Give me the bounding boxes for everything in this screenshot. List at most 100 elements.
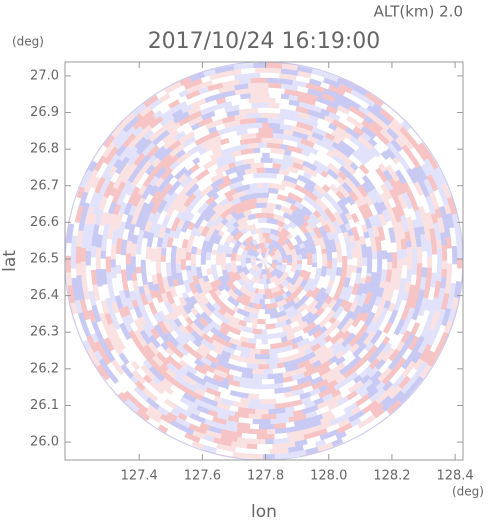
echo-arc <box>344 393 363 408</box>
echo-arc <box>252 368 262 375</box>
echo-arc <box>332 231 341 243</box>
echo-arc <box>120 269 128 284</box>
echo-arc <box>370 329 384 346</box>
echo-arc <box>236 427 256 435</box>
echo-arc <box>341 343 353 355</box>
echo-arc <box>247 82 260 89</box>
echo-arc <box>221 174 231 183</box>
echo-arc <box>363 96 376 108</box>
echo-arc <box>265 278 272 285</box>
echo-arc <box>150 237 159 249</box>
echo-arc <box>306 217 318 230</box>
echo-arc <box>248 192 263 200</box>
echo-arc <box>446 299 454 310</box>
echo-arc <box>226 288 239 301</box>
echo-arc <box>324 295 334 305</box>
echo-arc <box>147 300 153 304</box>
echo-arc <box>290 140 299 148</box>
echo-arc <box>232 220 240 229</box>
echo-arc <box>321 274 332 290</box>
echo-arc <box>221 304 230 313</box>
echo-arc <box>143 94 159 108</box>
echo-arc <box>166 411 178 422</box>
echo-arc <box>377 367 393 383</box>
echo-arc <box>211 242 219 251</box>
echo-arc <box>248 97 259 104</box>
echo-arc <box>451 213 461 231</box>
echo-arc <box>248 413 262 420</box>
echo-arc <box>220 224 229 233</box>
echo-arc <box>168 139 182 151</box>
echo-arc <box>135 408 151 422</box>
echo-arc <box>159 92 171 103</box>
echo-arc <box>341 262 348 276</box>
echo-arc <box>276 306 281 313</box>
echo-arc <box>170 390 183 402</box>
echo-arc <box>310 73 325 83</box>
echo-arc <box>316 401 329 411</box>
echo-arc <box>155 89 168 100</box>
echo-arc <box>301 332 310 341</box>
echo-arc <box>231 97 249 106</box>
echo-arc <box>196 202 208 215</box>
echo-arc <box>298 186 310 196</box>
echo-arc <box>284 290 293 298</box>
echo-arc <box>390 268 398 281</box>
echo-arc <box>326 231 335 241</box>
y-axis-label: lat <box>0 250 20 272</box>
echo-arc <box>125 162 138 177</box>
echo-arc <box>91 304 102 323</box>
echo-arc <box>233 62 254 71</box>
echo-arc <box>323 191 336 205</box>
echo-arc <box>241 372 254 380</box>
echo-arc <box>154 176 165 188</box>
echo-arc <box>305 299 319 313</box>
echo-arc <box>179 436 194 446</box>
echo-arc <box>144 292 153 302</box>
echo-arc <box>339 299 349 309</box>
echo-arc <box>257 254 263 260</box>
echo-arc <box>365 378 382 394</box>
echo-arc <box>438 187 450 207</box>
echo-arc <box>240 260 247 269</box>
echo-arc <box>270 262 278 270</box>
echo-arc <box>275 183 286 191</box>
echo-arc <box>184 432 201 444</box>
echo-arc <box>278 310 287 318</box>
echo-arc <box>221 316 231 326</box>
echo-arc <box>237 407 256 415</box>
echo-arc <box>252 265 260 273</box>
echo-arc <box>339 211 350 226</box>
echo-arc <box>315 197 329 212</box>
echo-arc <box>220 434 238 443</box>
echo-arc <box>117 145 132 162</box>
echo-arc <box>130 272 138 282</box>
echo-arc <box>318 162 330 173</box>
echo-arc <box>321 92 336 103</box>
echo-arc <box>236 437 253 445</box>
echo-arc <box>211 75 231 86</box>
echo-arc <box>276 288 286 297</box>
echo-arc <box>219 137 230 146</box>
echo-arc <box>175 416 191 429</box>
echo-arc <box>232 306 239 313</box>
echo-arc <box>401 360 417 378</box>
echo-arc <box>411 166 423 181</box>
echo-arc <box>239 92 251 100</box>
echo-arc <box>350 304 363 321</box>
echo-arc <box>111 189 122 204</box>
echo-arc <box>408 284 416 297</box>
echo-arc <box>308 241 318 255</box>
echo-arc <box>183 77 203 90</box>
echo-arc <box>207 130 220 140</box>
echo-arc <box>162 320 175 334</box>
echo-arc <box>70 268 77 279</box>
echo-arc <box>361 174 377 191</box>
echo-arc <box>419 343 433 362</box>
echo-arc <box>117 391 129 403</box>
echo-arc <box>276 262 283 267</box>
echo-arc <box>215 448 234 458</box>
echo-arc <box>376 287 385 298</box>
echo-arc <box>208 349 219 359</box>
echo-arc <box>295 275 305 286</box>
